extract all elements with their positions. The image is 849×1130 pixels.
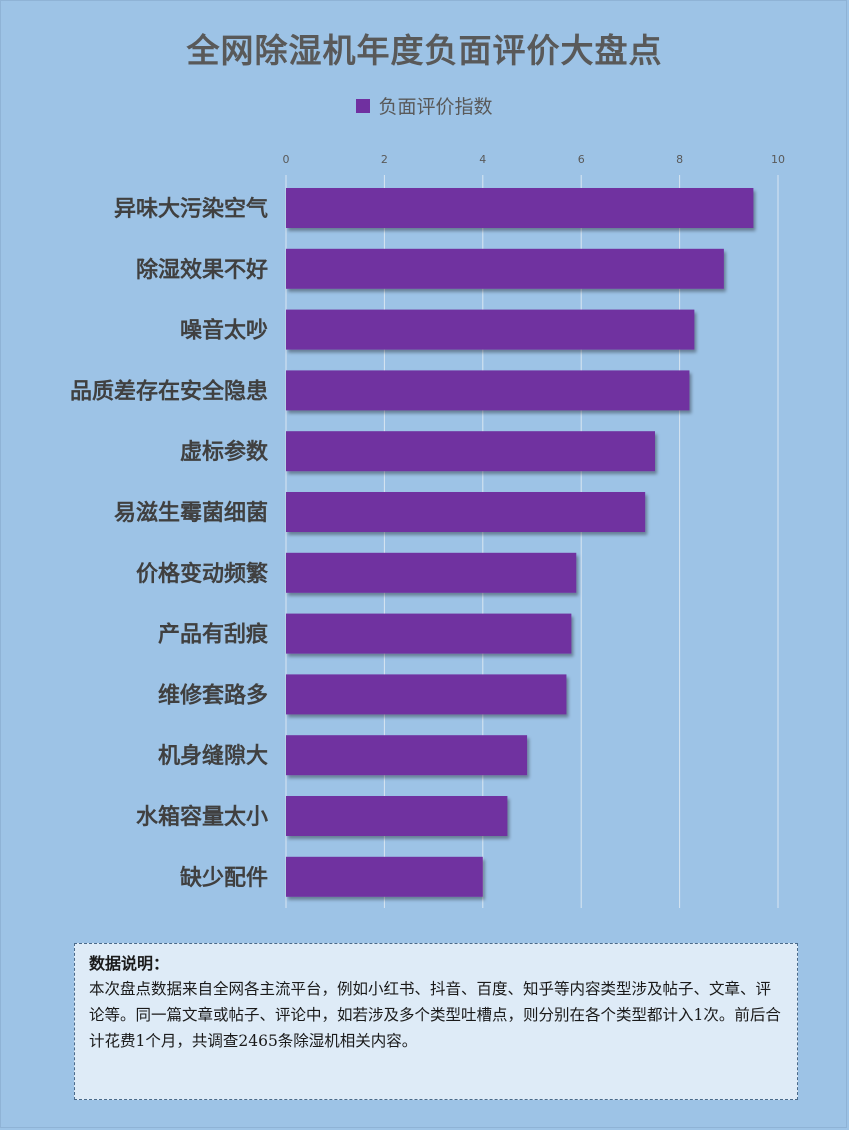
bar xyxy=(286,856,483,897)
legend-swatch xyxy=(356,98,371,113)
bar xyxy=(286,796,508,836)
x-tick-label: 4 xyxy=(479,153,486,166)
chart-title: 全网除湿机年度负面评价大盘点 xyxy=(186,31,663,70)
category-label: 机身缝隙大 xyxy=(158,743,268,769)
legend-label: 负面评价指数 xyxy=(378,96,493,118)
category-label: 除湿效果不好 xyxy=(136,257,268,283)
x-axis-ticks: 0 2 4 6 8 10 xyxy=(283,153,786,166)
note-body: 本次盘点数据来自全网各主流平台，例如小红书、抖音、百度、知乎等内容类型涉及帖子、… xyxy=(89,980,781,1050)
bar xyxy=(286,431,655,472)
category-label: 缺少配件 xyxy=(180,865,268,891)
bar xyxy=(286,309,695,350)
category-label: 易滋生霉菌细菌 xyxy=(114,500,268,526)
category-label: 产品有刮痕 xyxy=(158,622,269,648)
category-label: 水箱容量太小 xyxy=(136,804,268,830)
bar xyxy=(286,370,690,411)
bar xyxy=(286,248,724,289)
legend: 负面评价指数 xyxy=(0,92,849,119)
category-label: 虚标参数 xyxy=(180,439,269,465)
bar xyxy=(286,188,754,228)
bar-chart: 0 2 4 6 8 10 异味大污染空气除湿效果不好噪音太吵品质差存在安全隐患虚标参数易滋… xyxy=(70,153,786,908)
category-label: 品质差存在安全隐患 xyxy=(70,378,268,404)
x-tick-label: 10 xyxy=(771,153,785,166)
data-note: 数据说明： 本次盘点数据来自全网各主流平台，例如小红书、抖音、百度、知乎等内容类… xyxy=(74,943,798,1100)
bar xyxy=(286,492,646,532)
x-tick-label: 2 xyxy=(381,153,388,166)
category-label: 价格变动频繁 xyxy=(136,561,269,587)
note-heading: 数据说明： xyxy=(89,954,170,973)
bar xyxy=(286,674,567,715)
gridlines xyxy=(285,175,779,908)
category-label: 维修套路多 xyxy=(158,682,268,708)
category-label: 异味大污染空气 xyxy=(114,196,268,222)
category-label: 噪音太吵 xyxy=(180,318,268,344)
bar xyxy=(286,613,572,654)
x-tick-label: 8 xyxy=(676,153,683,166)
category-labels: 异味大污染空气除湿效果不好噪音太吵品质差存在安全隐患虚标参数易滋生霉菌细菌价格变… xyxy=(70,196,269,891)
x-tick-label: 6 xyxy=(578,153,585,166)
bars xyxy=(286,188,754,897)
bar xyxy=(286,735,528,776)
x-tick-label: 0 xyxy=(283,153,290,166)
bar xyxy=(286,552,577,593)
